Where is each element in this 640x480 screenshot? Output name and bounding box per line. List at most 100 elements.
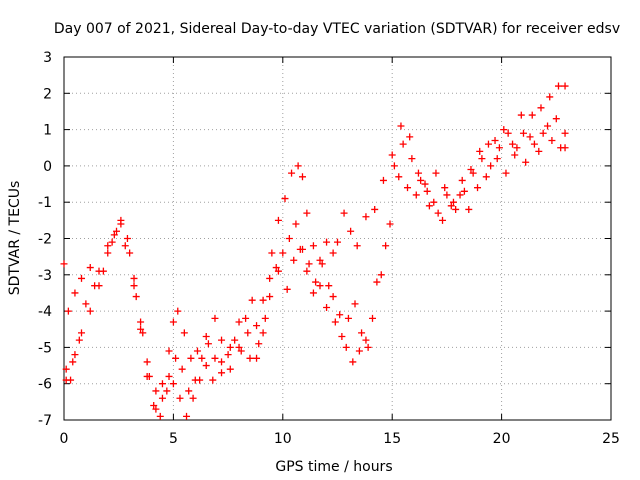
data-point [397,122,405,130]
data-point [253,322,261,330]
data-point [176,394,184,402]
data-point [259,329,267,337]
data-point [460,187,468,195]
data-point [158,380,166,388]
data-point [482,173,490,181]
y-tick-label: -7 [38,413,52,429]
data-point [218,369,226,377]
data-point [71,289,79,297]
chart-title: Day 007 of 2021, Sidereal Day-to-day VTE… [54,21,620,37]
data-point [334,238,341,246]
data-point [298,173,306,181]
x-tick-label: 0 [60,431,69,447]
data-point [130,274,138,282]
data-point [137,318,145,326]
data-point [165,347,173,355]
data-point [95,267,103,275]
data-point [202,333,210,341]
data-point [325,282,333,290]
data-point [198,354,206,362]
data-point [152,405,160,413]
data-point [421,180,429,188]
data-point [539,129,547,137]
y-tick-label: -4 [38,304,52,320]
data-point [288,169,296,177]
data-point [187,354,195,362]
data-point [338,333,346,341]
data-point [169,380,177,388]
data-point [323,303,331,311]
data-point [528,111,536,119]
data-point [143,358,151,366]
data-point [303,267,311,275]
data-point [139,329,147,337]
data-point [478,155,486,163]
x-tick-label: 15 [383,431,401,447]
data-point [417,176,425,184]
data-point [294,162,302,170]
data-point [423,187,431,195]
data-point [143,372,151,380]
data-point [379,176,387,184]
data-point [121,242,129,250]
data-point [371,205,379,213]
data-point [561,144,569,152]
data-point [60,260,68,268]
data-point [285,235,293,242]
data-point [279,249,287,257]
data-point [78,329,86,337]
data-point [452,205,460,213]
data-point [281,195,289,203]
data-point [91,282,99,290]
data-point [193,347,201,355]
data-point [296,245,304,253]
grid-lines [64,57,611,420]
data-point [211,354,219,362]
data-point [158,394,166,402]
y-tick-label: -1 [38,195,52,211]
data-point [362,213,370,221]
data-point [331,318,339,326]
data-point [152,387,160,395]
data-point [487,162,495,170]
data-point [329,293,337,301]
data-point [548,136,556,144]
data-point [117,216,125,224]
data-point [347,227,355,235]
data-point [126,249,134,257]
data-point [386,220,394,228]
data-point [62,376,70,384]
data-point [432,169,440,177]
axis-ticks: 0 5 10 15 20 25 -7 -6 -5 -4 -3 -2 -1 0 1 2 3 [38,50,620,447]
data-point [226,343,234,351]
data-point [441,184,449,192]
data-point [62,365,70,373]
data-point [104,249,112,257]
data-point [196,376,204,384]
data-point [130,282,138,290]
data-point [274,267,282,275]
data-point [86,307,94,315]
y-tick-label: -3 [38,268,52,284]
data-point [163,387,171,395]
data-point [377,271,385,279]
data-point [218,336,226,344]
data-marks [60,82,569,420]
data-point [373,278,381,286]
data-point [189,394,197,402]
data-point [71,351,79,359]
data-point [113,227,121,235]
data-point [110,231,118,239]
data-point [235,318,243,326]
data-point [439,216,447,224]
y-tick-label: 3 [43,50,52,66]
data-point [509,140,517,148]
data-point [253,354,261,362]
data-point [399,140,407,148]
data-point [323,238,331,246]
data-point [474,184,482,192]
data-point [64,307,72,315]
data-point [316,256,324,264]
data-point [351,300,359,308]
